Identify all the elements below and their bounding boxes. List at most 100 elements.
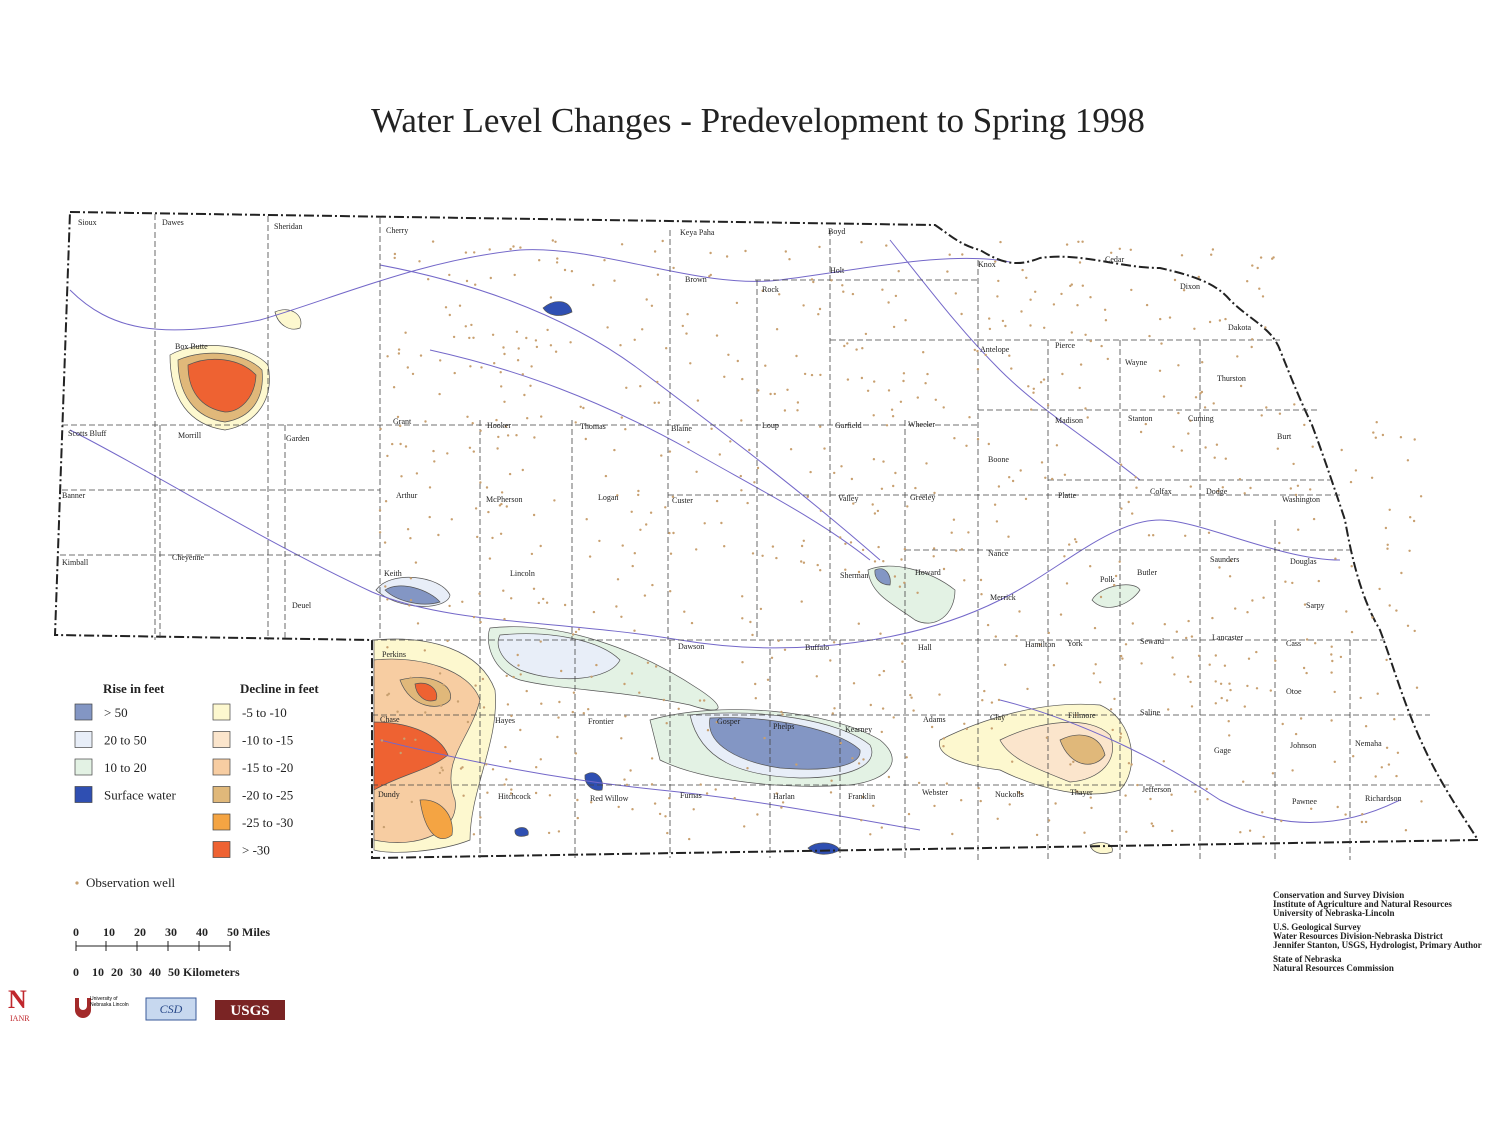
observation-well: [606, 326, 609, 329]
observation-well: [1168, 316, 1172, 319]
observation-well: [781, 801, 785, 804]
observation-well: [869, 833, 872, 836]
observation-well: [1234, 607, 1237, 610]
observation-well: [876, 509, 880, 513]
legend-swatch: [212, 786, 231, 803]
observation-well: [996, 817, 999, 820]
county-label: Antelope: [980, 345, 1010, 354]
observation-well: [1118, 247, 1122, 250]
observation-well: [409, 599, 413, 602]
observation-well: [1408, 549, 1411, 552]
observation-well: [1001, 319, 1005, 323]
observation-well: [1109, 708, 1113, 711]
observation-well: [1208, 663, 1211, 666]
observation-well: [1239, 384, 1243, 388]
observation-well: [1076, 304, 1079, 307]
observation-well: [903, 581, 906, 584]
observation-well: [1086, 416, 1089, 419]
observation-well: [879, 632, 882, 635]
legend-swatch: [212, 703, 231, 721]
observation-well: [464, 251, 468, 254]
observation-well: [710, 427, 713, 430]
observation-well: [557, 830, 561, 833]
observation-well: [692, 808, 695, 811]
observation-well: [829, 659, 832, 662]
observation-well: [672, 266, 675, 270]
county-label: Butler: [1137, 568, 1157, 577]
observation-well: [517, 347, 520, 350]
observation-well: [1131, 622, 1135, 625]
observation-well: [1255, 687, 1259, 690]
observation-well: [505, 674, 508, 678]
observation-well: [1089, 565, 1092, 568]
observation-well: [1124, 643, 1128, 646]
observation-well: [433, 460, 436, 463]
observation-well: [783, 409, 787, 412]
county-label: Arthur: [396, 491, 418, 500]
observation-well: [1284, 580, 1287, 583]
observation-well: [1136, 783, 1139, 787]
observation-well: [620, 737, 623, 740]
zone: [373, 721, 449, 791]
county-label: Wayne: [1125, 358, 1147, 367]
observation-well: [391, 442, 394, 446]
observation-wells: [378, 239, 1423, 841]
observation-well: [474, 684, 477, 687]
observation-well: [551, 239, 554, 242]
observation-well: [780, 806, 783, 809]
observation-well: [723, 545, 726, 548]
observation-well: [1396, 751, 1400, 754]
observation-well: [1063, 473, 1067, 476]
observation-well: [506, 703, 510, 706]
county-label: Cuming: [1188, 414, 1214, 423]
observation-well: [539, 758, 542, 761]
county-label: Chase: [380, 715, 400, 724]
observation-well: [1256, 266, 1259, 270]
observation-well: [386, 646, 389, 649]
scale-label: 40: [149, 965, 161, 979]
observation-well: [448, 604, 451, 608]
observation-well: [1294, 493, 1298, 497]
observation-well: [1152, 534, 1155, 537]
observation-well: [500, 491, 504, 494]
observation-well: [688, 837, 691, 841]
observation-well: [997, 485, 1001, 488]
observation-well: [880, 730, 883, 734]
observation-well: [976, 349, 979, 353]
observation-well: [1075, 540, 1078, 544]
observation-well: [846, 378, 850, 381]
observation-well: [817, 313, 820, 316]
observation-well: [414, 738, 417, 741]
observation-well: [950, 531, 953, 534]
observation-well: [878, 673, 881, 677]
observation-well: [938, 693, 941, 696]
observation-well: [1032, 391, 1035, 394]
observation-well: [661, 239, 664, 243]
observation-well: [576, 798, 579, 802]
observation-well: [960, 312, 963, 316]
scale-label: 0: [73, 965, 79, 979]
observation-well: [476, 535, 479, 539]
observation-well: [479, 620, 482, 624]
observation-well: [748, 448, 751, 452]
observation-well: [1045, 736, 1049, 739]
observation-well: [1061, 372, 1064, 376]
observation-well: [1182, 289, 1186, 292]
legend-swatch: [74, 731, 93, 748]
observation-well: [917, 781, 921, 785]
county-label: Keith: [384, 569, 402, 578]
observation-well: [1297, 528, 1300, 531]
observation-well: [637, 493, 640, 497]
observation-well: [720, 521, 723, 525]
observation-well: [585, 518, 588, 521]
observation-well: [448, 313, 451, 317]
observation-well: [489, 276, 492, 280]
observation-well: [638, 691, 641, 694]
observation-well: [1292, 462, 1295, 466]
observation-well: [1106, 357, 1110, 361]
observation-well: [1334, 557, 1337, 560]
observation-well: [887, 389, 891, 392]
legend-swatch: [212, 841, 231, 858]
observation-well: [461, 600, 464, 603]
